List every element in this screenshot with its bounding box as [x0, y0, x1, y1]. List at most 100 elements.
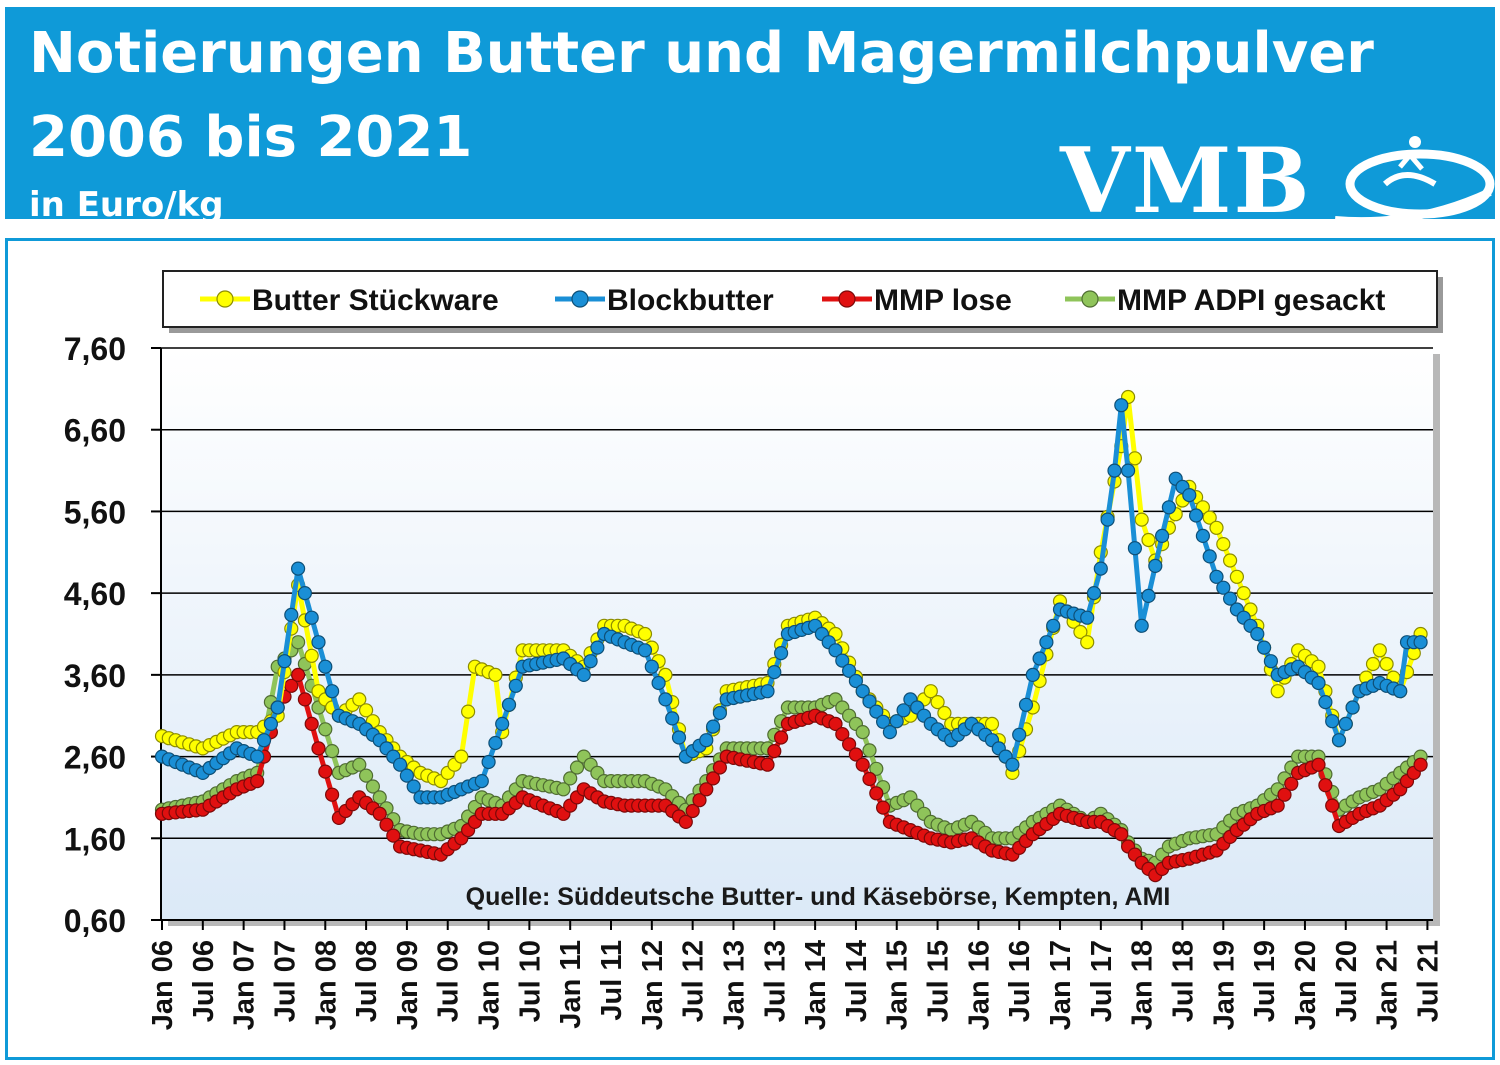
data-point [869, 786, 884, 801]
data-point [1311, 659, 1326, 674]
x-tick-label: Jan 15 [882, 940, 914, 1030]
data-point [1086, 585, 1102, 601]
x-tick-label: Jul 16 [1004, 940, 1036, 1022]
data-point [1250, 626, 1265, 642]
data-point [277, 654, 292, 669]
data-point [1114, 398, 1129, 413]
data-point [406, 779, 421, 794]
legend-item: Blockbutter [555, 284, 774, 317]
legend-item: MMP ADPI gesackt [1065, 284, 1385, 317]
data-point [291, 667, 306, 683]
y-tick-label: 2,60 [64, 740, 126, 776]
data-point [923, 684, 938, 699]
data-point [1311, 757, 1326, 772]
data-point [875, 714, 891, 729]
data-point [1107, 463, 1122, 478]
y-tick-label: 5,60 [64, 494, 126, 530]
series-mmp-lose [154, 667, 1428, 883]
data-point [712, 760, 728, 775]
x-tick-label: Jan 16 [963, 940, 995, 1030]
x-tick-label: Jul 13 [759, 940, 791, 1022]
data-point [1365, 656, 1381, 672]
data-point [379, 817, 394, 832]
data-point [1325, 714, 1340, 729]
data-point [1134, 512, 1149, 527]
x-tick-label: Jan 13 [718, 940, 750, 1030]
data-point [1270, 798, 1285, 813]
page-title: Notierungen Butter und Magermilchpulver [29, 21, 1374, 86]
data-point [1325, 798, 1340, 813]
data-point [352, 757, 367, 772]
data-point [318, 722, 333, 737]
x-tick-label: Jul 17 [1086, 940, 1118, 1022]
data-point [1195, 528, 1211, 544]
data-point [665, 711, 680, 726]
data-point [862, 771, 877, 787]
data-point [835, 653, 850, 668]
page-subtitle: 2006 bis 2021 [29, 105, 473, 170]
data-point [359, 768, 374, 783]
x-tick-label: Jul 18 [1167, 940, 1199, 1022]
x-tick-label: Jan 09 [392, 940, 424, 1030]
y-tick-label: 4,60 [64, 576, 126, 612]
data-point [1093, 561, 1108, 576]
legend-item: MMP lose [822, 284, 1012, 317]
data-point [304, 716, 319, 732]
source-note: Quelle: Süddeutsche Butter- und Käsebörs… [466, 883, 1171, 911]
data-point [1256, 640, 1272, 655]
data-point [263, 716, 278, 732]
data-point [365, 779, 380, 794]
x-tick-label: Jul 14 [841, 940, 873, 1022]
data-point [297, 585, 312, 601]
legend-marker [1081, 290, 1099, 308]
y-tick-label: 3,60 [64, 658, 126, 694]
x-tick-label: Jul 12 [678, 940, 710, 1022]
data-point [1222, 591, 1238, 606]
data-point [284, 607, 299, 623]
data-point [590, 640, 605, 655]
data-point [773, 645, 789, 661]
y-tick-label: 7,60 [64, 331, 126, 367]
y-axis: 0,60 1,60 2,60 3,60 4,60 5,60 6,60 7,60 [64, 331, 162, 939]
legend-box [162, 270, 1438, 328]
data-point [291, 561, 306, 576]
data-point [882, 724, 898, 740]
data-point [1161, 500, 1177, 515]
data-point [325, 743, 340, 759]
data-point [1372, 643, 1387, 658]
data-point [1073, 624, 1088, 640]
data-point [848, 673, 864, 689]
data-point [1025, 667, 1040, 683]
data-point [930, 694, 945, 710]
data-point [454, 749, 469, 764]
data-point [678, 814, 693, 830]
data-point [488, 667, 503, 683]
data-point [359, 703, 374, 718]
data-point [352, 692, 367, 707]
data-point [828, 643, 843, 658]
data-point [583, 654, 598, 669]
data-point [1202, 510, 1217, 525]
data-point [855, 684, 870, 699]
data-point [1127, 541, 1143, 556]
data-point [1413, 757, 1428, 772]
data-point [1318, 694, 1333, 710]
x-tick-label: Jan 10 [474, 940, 506, 1030]
data-point [1154, 528, 1170, 544]
data-point [1379, 656, 1394, 672]
data-point [1182, 488, 1197, 503]
data-point [563, 771, 578, 786]
data-point [372, 806, 387, 821]
data-point [1100, 512, 1115, 527]
data-point [1134, 618, 1149, 633]
data-point [304, 648, 319, 663]
data-point [501, 697, 517, 712]
data-point [841, 737, 857, 752]
data-point [325, 787, 340, 802]
legend-label: MMP ADPI gesackt [1117, 284, 1385, 317]
data-point [685, 803, 700, 819]
data-point [399, 768, 414, 783]
unit-label: in Euro/kg [29, 185, 224, 225]
x-tick-label: Jan 19 [1208, 940, 1240, 1030]
y-tick-label: 6,60 [64, 413, 126, 449]
